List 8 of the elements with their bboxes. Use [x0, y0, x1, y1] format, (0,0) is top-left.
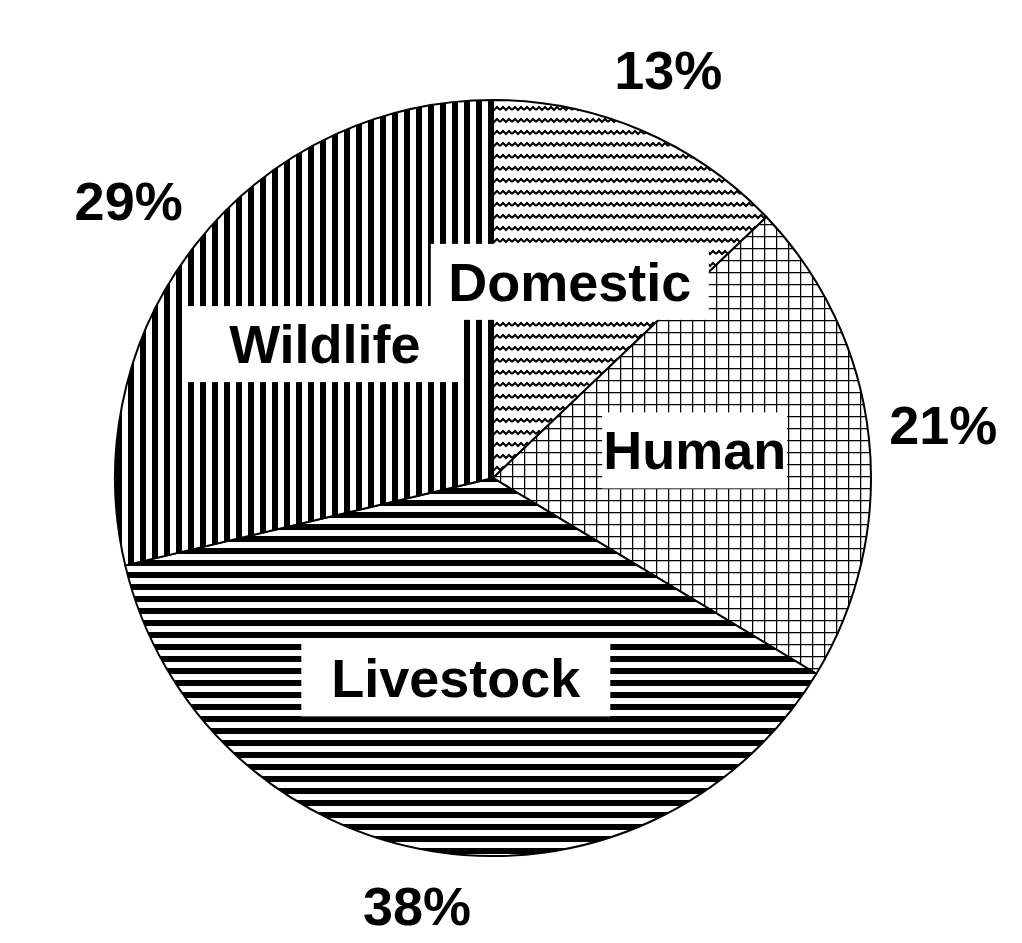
slice-label: Wildlife — [229, 314, 421, 375]
data-label: 13% — [614, 40, 723, 101]
slice-label: Human — [603, 420, 787, 481]
data-label: 21% — [889, 395, 998, 456]
slice-label: Livestock — [331, 648, 582, 709]
slice-label: Domestic — [448, 251, 692, 312]
data-label: 29% — [74, 171, 183, 232]
data-label: 38% — [363, 875, 472, 936]
